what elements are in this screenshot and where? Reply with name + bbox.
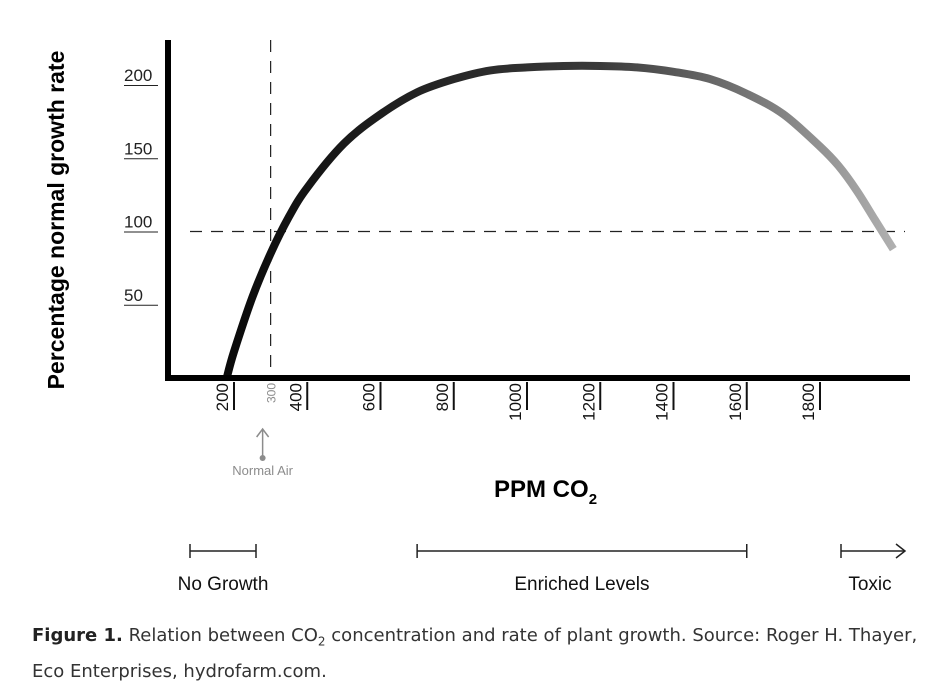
x-axis-title-main: PPM CO: [494, 476, 589, 503]
range-label-no-growth: No Growth: [178, 574, 269, 595]
figure-caption: Figure 1. Relation between CO2 concentra…: [32, 621, 922, 687]
x-tick-label-1800: 1800: [799, 383, 818, 421]
range-label-toxic: Toxic: [848, 574, 891, 595]
y-tick-label-100: 100: [124, 213, 152, 232]
y-tick-label-50: 50: [124, 286, 143, 305]
x-tick-label-200: 200: [213, 383, 232, 411]
x-axis-title: PPM CO2: [494, 476, 597, 508]
x-tick-label-1000: 1000: [506, 383, 525, 421]
x-tick-label-1600: 1600: [726, 383, 745, 421]
y-axis-title: Percentage normal growth rate: [43, 51, 69, 390]
y-tick-label-150: 150: [124, 139, 152, 158]
growth-curve-layer: [222, 61, 897, 380]
reference-lines: [190, 40, 905, 378]
axes: [165, 40, 910, 381]
figure-label: Figure 1.: [32, 625, 123, 646]
x-axis-title-sub: 2: [589, 491, 597, 508]
normal-air-annotation: 300 Normal Air: [232, 383, 293, 478]
caption-text-after: concentration and rate of plant growth. …: [32, 625, 918, 682]
range-label-enriched-levels: Enriched Levels: [514, 574, 649, 595]
up-arrow-icon: [256, 427, 270, 438]
x-tick-label-1200: 1200: [579, 383, 598, 421]
x-ticks: 200 400 600 800 1000 1200 1400 1600 1800: [213, 382, 821, 421]
caption-text-before: Relation between CO: [122, 625, 318, 646]
normal-air-label: Normal Air: [232, 463, 293, 478]
right-arrow-icon: [895, 543, 907, 559]
x-tick-label-400: 400: [286, 383, 305, 411]
y-tick-label-200: 200: [124, 66, 152, 85]
normal-air-tick-label: 300: [265, 383, 279, 403]
caption-subscript: 2: [317, 634, 326, 649]
normal-air-dot: [259, 455, 266, 461]
x-tick-label-600: 600: [360, 383, 379, 411]
x-tick-label-1400: 1400: [653, 383, 672, 421]
chart: 50 100 150 200 200 400 600 800 1000 1200 1400 1600…: [43, 40, 910, 595]
range-indicators: No Growth Enriched Levels Toxic: [178, 543, 907, 595]
y-ticks: 50 100 150 200: [124, 66, 158, 306]
growth-curve: [222, 61, 897, 380]
x-tick-label-800: 800: [433, 383, 452, 411]
